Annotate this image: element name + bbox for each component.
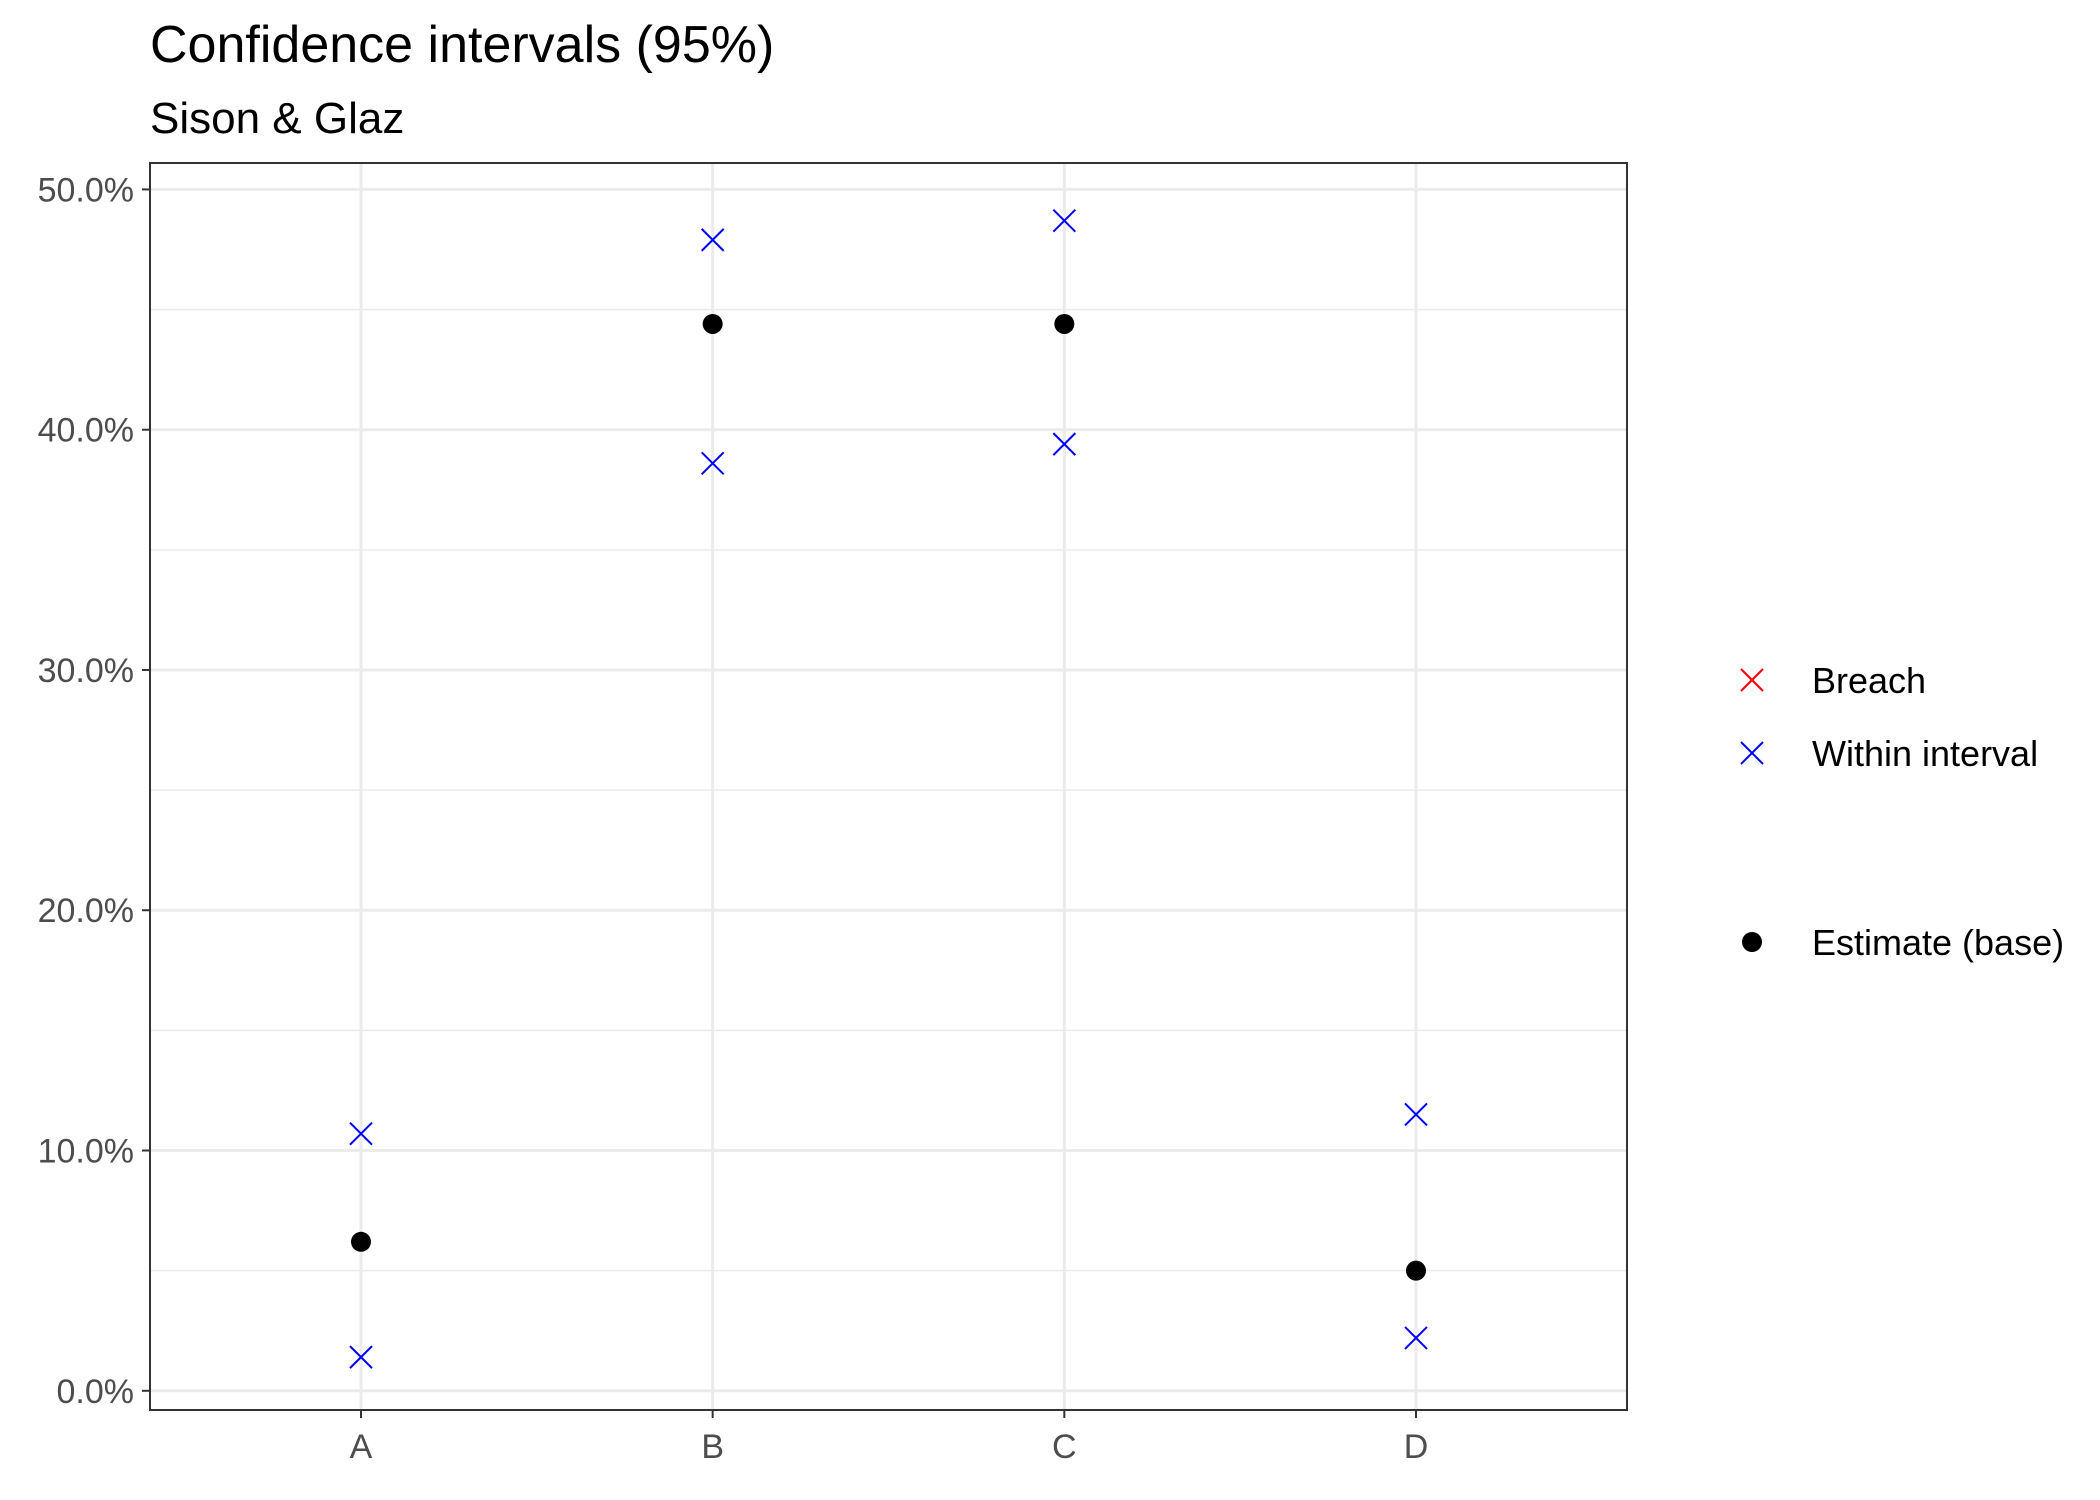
cross-stroke [1052, 432, 1077, 456]
legend: Breach Within interval Estimate (base) [1740, 660, 2064, 963]
cross-stroke [1740, 668, 1764, 692]
y-tick-label: 50.0% [38, 171, 134, 209]
cross-stroke [700, 451, 725, 476]
cross-stroke [1404, 1102, 1428, 1127]
cross-stroke [1404, 1326, 1428, 1350]
chart-title: Confidence intervals (95%) [150, 16, 774, 74]
y-tick-label: 30.0% [38, 652, 134, 690]
x-tick-label: D [1404, 1428, 1429, 1466]
x-tick-label: A [350, 1428, 373, 1466]
panel-background [150, 163, 1627, 1410]
plot-panel: 0.0% 10.0% 20.0% 30.0% 40.0% 50.0% A B C D [38, 162, 1628, 1466]
interval-bound-point [700, 228, 725, 252]
x-tick-label: B [701, 1428, 724, 1466]
legend-key-cross [1740, 741, 1764, 765]
cross-stroke [1740, 741, 1764, 765]
y-tick-label: 40.0% [38, 412, 134, 450]
interval-bound-point [1404, 1326, 1428, 1350]
x-tick-label: C [1052, 1428, 1077, 1466]
interval-bound-point [1404, 1102, 1428, 1127]
legend-label: Estimate (base) [1812, 922, 2064, 963]
legend-label: Within interval [1812, 733, 2038, 774]
y-tick-label: 20.0% [38, 892, 134, 930]
interval-bound-point [1052, 432, 1077, 456]
interval-bound-point [349, 1121, 373, 1146]
estimate-point [1054, 313, 1075, 334]
estimate-point [351, 1231, 371, 1252]
estimate-point [702, 313, 723, 334]
interval-bound-point [700, 451, 725, 476]
chart-subtitle: Sison & Glaz [150, 94, 404, 143]
cross-stroke [349, 1345, 373, 1369]
interval-bound-point [349, 1345, 373, 1369]
y-tick-label: 0.0% [57, 1373, 135, 1411]
cross-stroke [349, 1121, 373, 1146]
estimate-point [1406, 1260, 1426, 1281]
cross-stroke [1052, 208, 1077, 233]
interval-bound-point [1052, 208, 1077, 233]
legend-label: Breach [1812, 660, 1926, 701]
legend-key-cross [1740, 668, 1764, 692]
y-tick-label: 10.0% [38, 1133, 134, 1171]
panel-border [149, 162, 1628, 1411]
cross-stroke [700, 228, 725, 252]
legend-key-dot [1742, 932, 1762, 952]
